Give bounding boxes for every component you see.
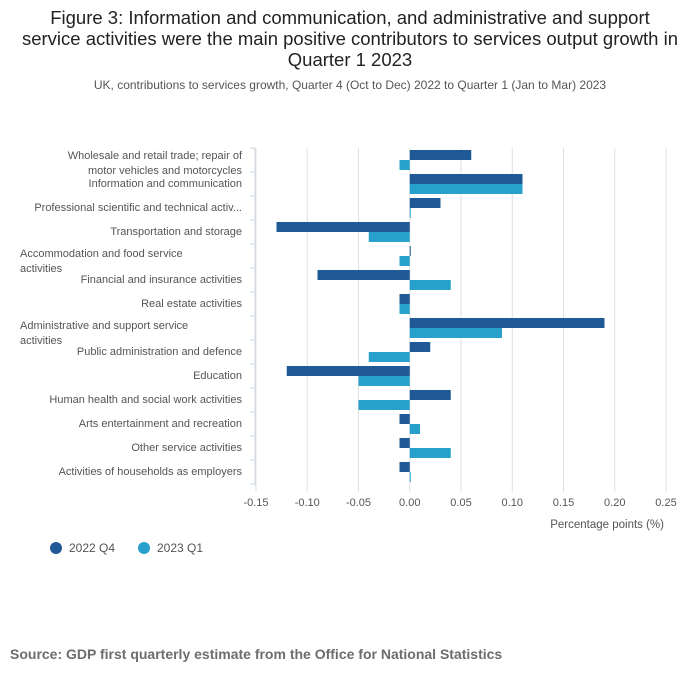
chart-title: Figure 3: Information and communication,… [21, 7, 678, 70]
bar-2022-q4 [399, 462, 410, 472]
bar-2022-q4 [409, 150, 472, 160]
chart-subtitle: UK, contributions to services growth, Qu… [93, 78, 607, 92]
category-label: Accommodation and food service [20, 248, 183, 260]
x-tick-label: 0.05 [450, 497, 471, 509]
bar-2023-q1 [399, 304, 410, 314]
x-tick-label: -0.10 [295, 497, 320, 509]
bar-2023-q1 [409, 280, 451, 290]
category-label: Professional scientific and technical ac… [34, 202, 242, 214]
bar-2023-q1 [399, 160, 410, 170]
bar-2023-q1 [409, 424, 420, 434]
x-tick-label: 0.10 [502, 497, 523, 509]
bar-2022-q4 [409, 390, 451, 400]
bar-2023-q1 [409, 472, 411, 482]
x-tick-label: -0.05 [346, 497, 371, 509]
x-tick-label: 0.25 [655, 497, 676, 509]
bar-2022-q4 [409, 198, 441, 208]
bar-2023-q1 [409, 184, 523, 194]
category-label: Administrative and support service [20, 320, 188, 332]
bar-2023-q1 [358, 376, 410, 386]
bar-2023-q1 [358, 400, 410, 410]
category-label: Other service activities [131, 442, 242, 454]
legend-label: 2022 Q4 [69, 541, 115, 555]
category-label: Financial and insurance activities [81, 274, 243, 286]
x-tick-label: 0.00 [399, 497, 420, 509]
bar-2022-q4 [399, 414, 410, 424]
bar-chart: -0.15 -0.10 -0.05 0.00 0.05 0.10 0.15 0.20 0.25 P… [20, 147, 677, 555]
category-label: Human health and social work activities [49, 394, 242, 406]
legend-label: 2023 Q1 [157, 541, 203, 555]
category-label: Wholesale and retail trade; repair of [68, 150, 243, 162]
legend: 2022 Q4 2023 Q1 [50, 541, 203, 555]
x-tick-label: 0.15 [553, 497, 574, 509]
bar-2022-q4 [286, 366, 410, 376]
bar-2023-q1 [409, 448, 451, 458]
category-label: Arts entertainment and recreation [79, 418, 242, 430]
category-label: Activities of households as employers [59, 466, 243, 478]
category-label-layer: Wholesale and retail trade; repair of mot… [20, 150, 243, 478]
bar-2022-q4 [409, 318, 605, 328]
category-label: activities [20, 263, 63, 275]
category-label: motor vehicles and motorcycles [88, 165, 243, 177]
bar-2022-q4 [409, 174, 523, 184]
x-tick-label: -0.15 [243, 497, 268, 509]
bar-2022-q4 [399, 438, 410, 448]
bar-2023-q1 [368, 232, 410, 242]
bar-2023-q1 [409, 208, 411, 218]
x-tick-label: 0.20 [604, 497, 625, 509]
bar-2023-q1 [399, 256, 410, 266]
bar-2023-q1 [409, 328, 502, 338]
category-label: Public administration and defence [77, 346, 242, 358]
bar-2022-q4 [409, 246, 411, 256]
category-label: Information and communication [89, 178, 242, 190]
legend-marker [138, 542, 150, 554]
bar-2022-q4 [409, 342, 431, 352]
source-note: Source: GDP first quarterly estimate fro… [10, 646, 503, 662]
category-label: Transportation and storage [110, 226, 242, 238]
category-label: activities [20, 335, 63, 347]
legend-marker [50, 542, 62, 554]
bar-2022-q4 [317, 270, 410, 280]
bar-2023-q1 [368, 352, 410, 362]
category-label: Education [193, 370, 242, 382]
bar-layer [276, 150, 605, 482]
x-axis-title: Percentage points (%) [550, 519, 664, 531]
bar-2022-q4 [276, 222, 410, 232]
bar-2022-q4 [399, 294, 410, 304]
axis-layer: -0.15 -0.10 -0.05 0.00 0.05 0.10 0.15 0.20 0.25 P… [243, 147, 677, 531]
category-label: Real estate activities [141, 298, 242, 310]
